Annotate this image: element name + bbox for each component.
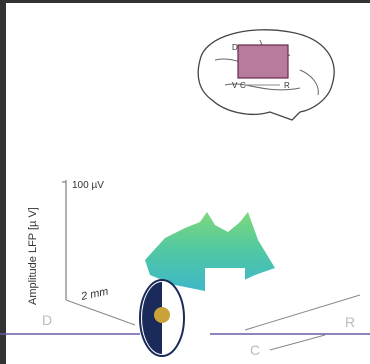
inset-label: R xyxy=(284,81,290,90)
axis-letter: D xyxy=(42,312,52,328)
scale-bar-label: 100 µV xyxy=(72,180,104,191)
recording-area xyxy=(238,45,288,78)
logo-emblem xyxy=(154,307,170,323)
axis-letter: C xyxy=(250,342,260,358)
top-border xyxy=(0,0,370,3)
y-axis-label: Amplitude LFP [µ V] xyxy=(27,207,39,305)
inset-label: C xyxy=(240,81,246,90)
occluder xyxy=(205,268,245,332)
background xyxy=(0,0,370,364)
figure: D V C R Amplitude LFP [µ V] 100 µV 2 mm … xyxy=(0,0,370,364)
left-border xyxy=(0,0,6,364)
axis-letter: R xyxy=(345,314,355,330)
inset-label: V xyxy=(232,81,238,90)
inset-label: D xyxy=(232,43,238,52)
